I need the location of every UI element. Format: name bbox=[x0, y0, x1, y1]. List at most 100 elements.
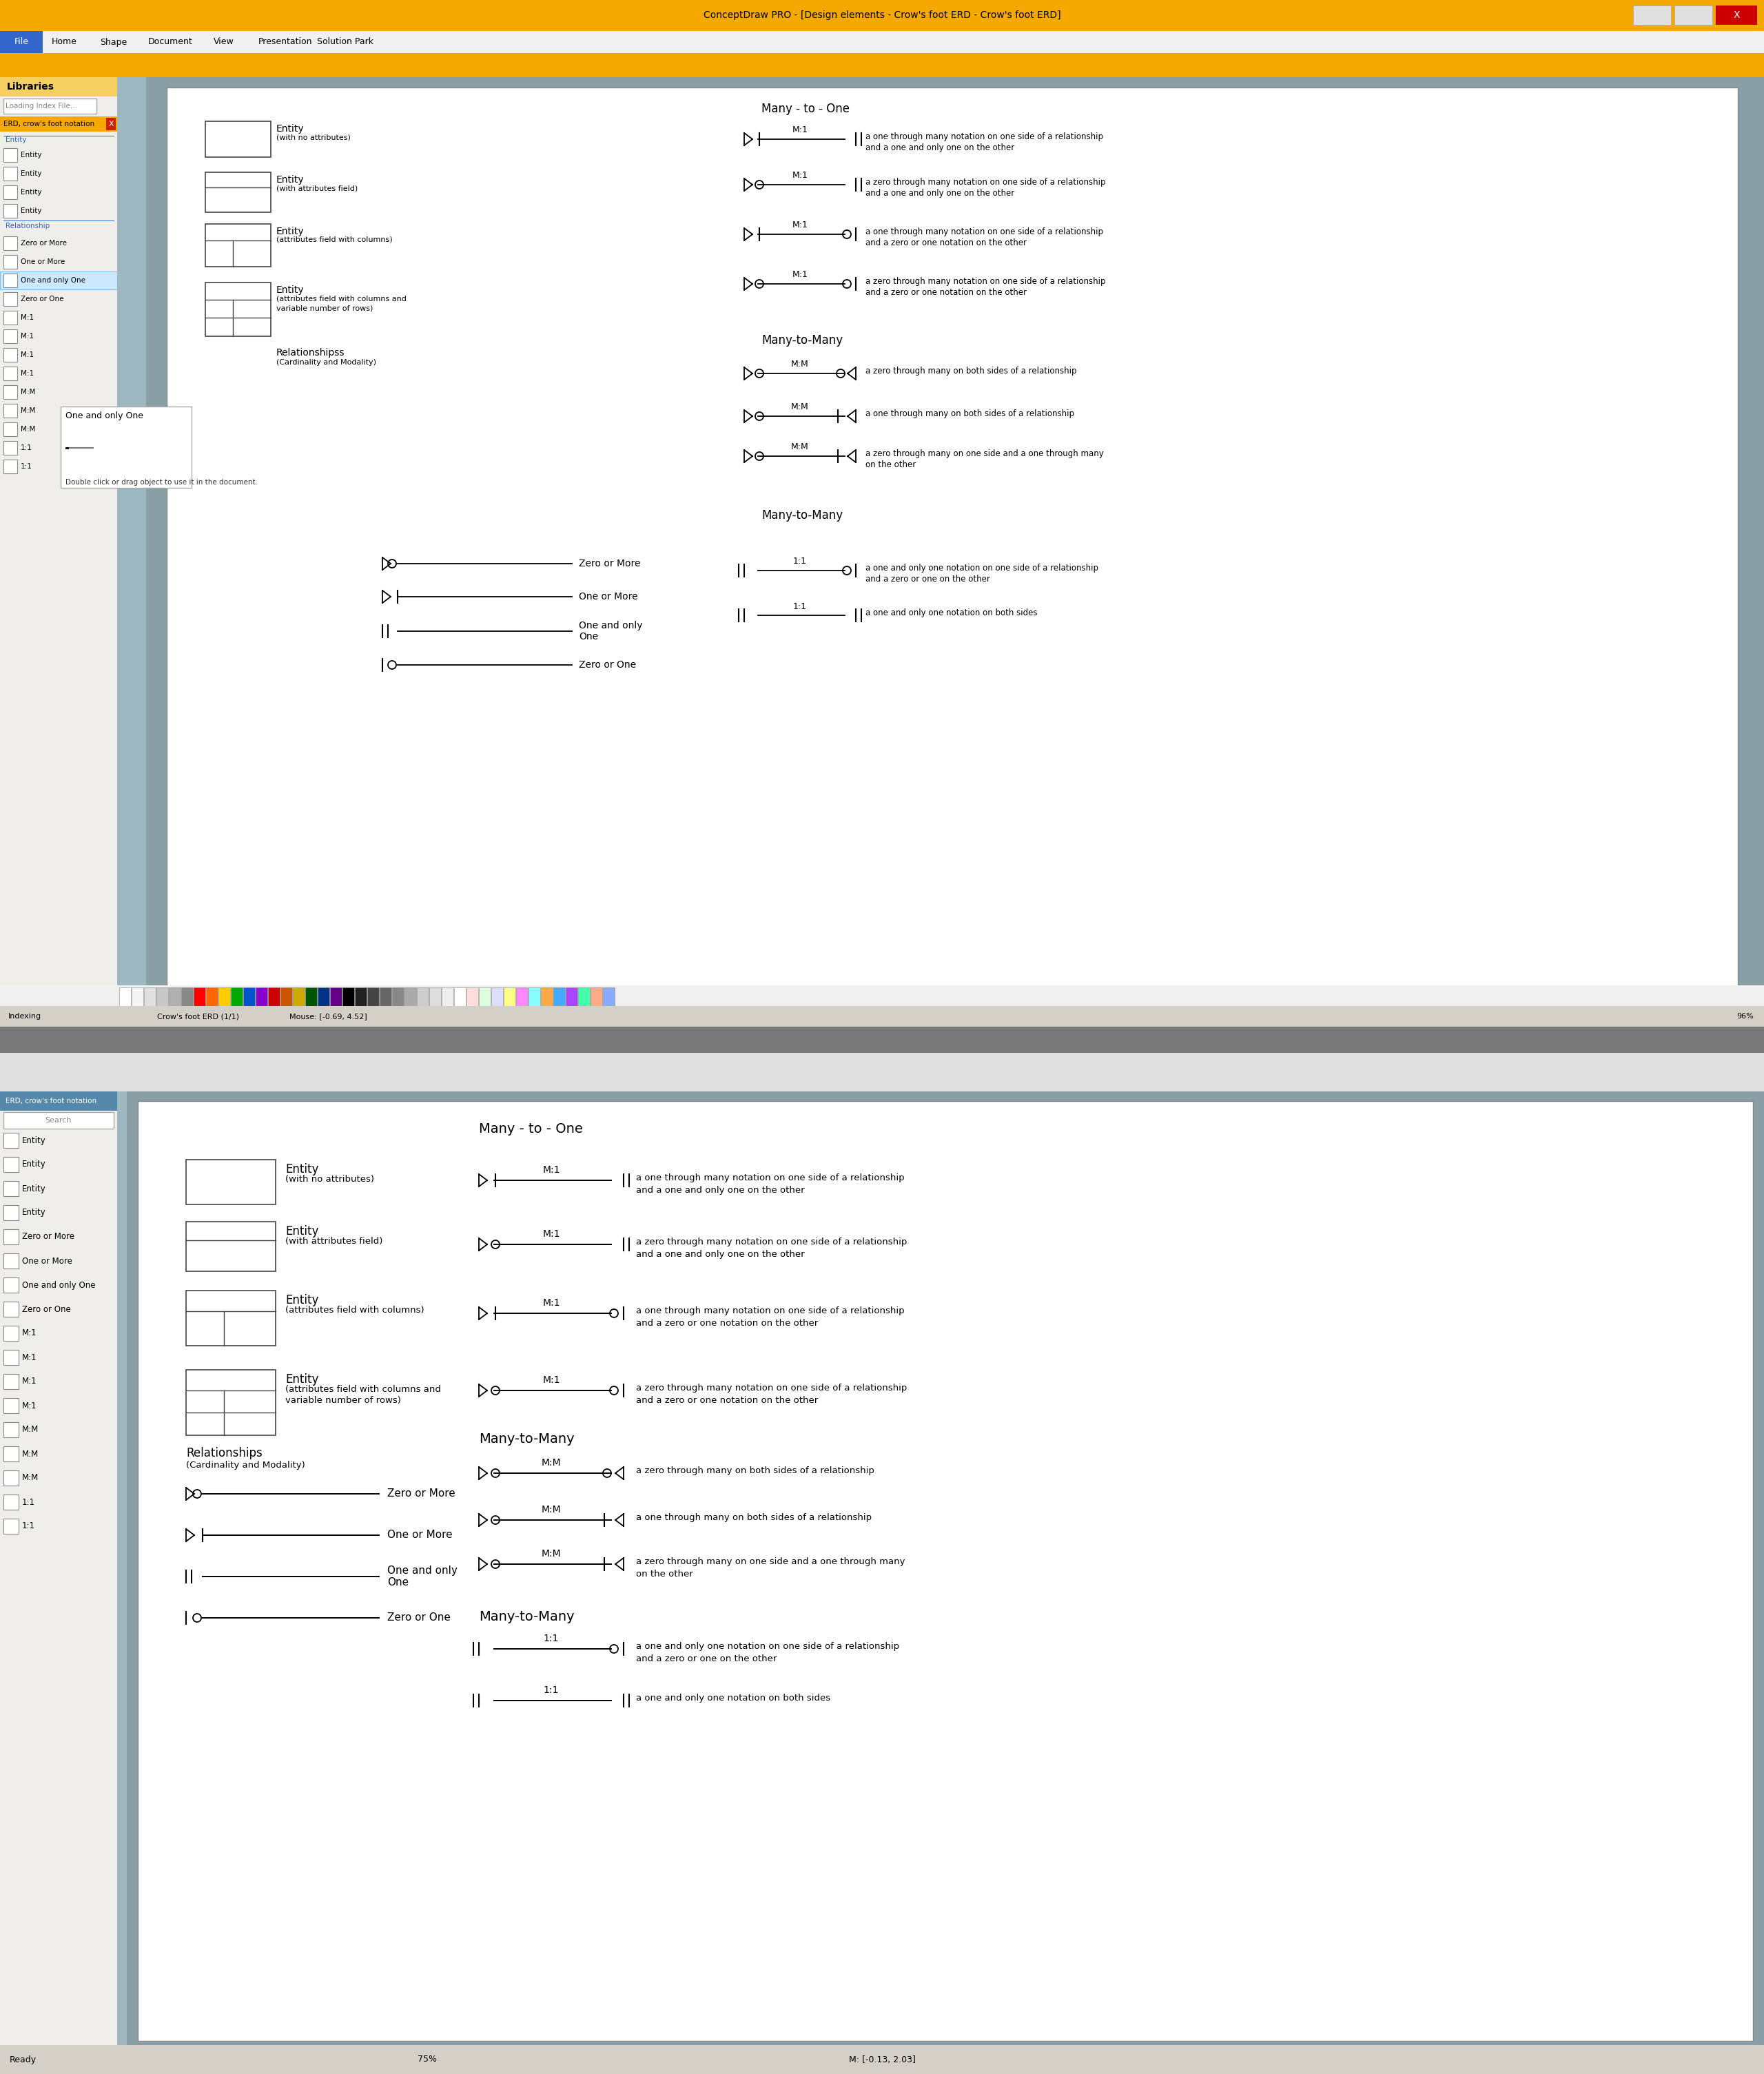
Text: Relationships: Relationships bbox=[185, 1448, 263, 1460]
Bar bbox=[591, 987, 602, 1006]
Text: (with attributes field): (with attributes field) bbox=[277, 185, 358, 191]
Bar bbox=[342, 987, 355, 1006]
Bar bbox=[0, 31, 42, 54]
Bar bbox=[1633, 6, 1671, 25]
Bar bbox=[182, 987, 192, 1006]
Bar bbox=[0, 1091, 116, 1112]
Text: M:1: M:1 bbox=[21, 313, 34, 321]
Text: Many-to-Many: Many-to-Many bbox=[478, 1433, 575, 1446]
Text: Entity: Entity bbox=[21, 1184, 46, 1193]
Text: Zero or One: Zero or One bbox=[388, 1614, 450, 1624]
Text: One or More: One or More bbox=[388, 1531, 452, 1541]
Bar bbox=[4, 255, 18, 270]
Text: (attributes field with columns): (attributes field with columns) bbox=[286, 1307, 423, 1315]
Text: a zero through many notation on one side of a relationship: a zero through many notation on one side… bbox=[866, 278, 1106, 286]
Text: M: [-0.13, 2.03]: M: [-0.13, 2.03] bbox=[848, 2055, 916, 2064]
Bar bbox=[0, 77, 116, 1027]
Bar bbox=[4, 1112, 113, 1128]
Bar bbox=[0, 272, 116, 290]
Text: Solution Park: Solution Park bbox=[318, 37, 374, 46]
Bar bbox=[441, 987, 453, 1006]
Text: (with no attributes): (with no attributes) bbox=[277, 133, 351, 141]
Text: Entity: Entity bbox=[21, 189, 42, 195]
Bar bbox=[185, 1222, 275, 1271]
Text: Entity: Entity bbox=[286, 1373, 319, 1385]
Text: 1:1: 1:1 bbox=[21, 1522, 35, 1531]
Text: 1:1: 1:1 bbox=[543, 1634, 559, 1643]
Text: 96%: 96% bbox=[1736, 1012, 1753, 1020]
Text: Crow's foot ERD (1/1): Crow's foot ERD (1/1) bbox=[157, 1012, 240, 1020]
Bar bbox=[0, 1054, 1764, 1072]
Text: One or More: One or More bbox=[21, 1257, 72, 1265]
Bar bbox=[106, 118, 116, 131]
Bar bbox=[0, 1091, 116, 2045]
Bar bbox=[120, 987, 131, 1006]
Bar bbox=[4, 185, 18, 199]
Bar bbox=[367, 987, 379, 1006]
Text: X: X bbox=[108, 120, 113, 127]
Bar bbox=[4, 292, 18, 307]
Text: Entity: Entity bbox=[277, 124, 305, 133]
Bar bbox=[0, 1027, 1764, 1054]
Text: and a zero or one notation on the other: and a zero or one notation on the other bbox=[866, 239, 1027, 247]
Bar bbox=[603, 987, 614, 1006]
Text: Entity: Entity bbox=[21, 170, 42, 176]
Text: a zero through many notation on one side of a relationship: a zero through many notation on one side… bbox=[866, 178, 1106, 187]
Text: a zero through many notation on one side of a relationship: a zero through many notation on one side… bbox=[637, 1238, 907, 1246]
Text: M:M: M:M bbox=[542, 1506, 561, 1514]
Bar bbox=[505, 987, 515, 1006]
Bar bbox=[4, 1180, 19, 1197]
Text: Ready: Ready bbox=[9, 2055, 37, 2064]
Text: 1:1: 1:1 bbox=[543, 1686, 559, 1694]
Bar bbox=[4, 1446, 19, 1462]
Text: and a zero or one notation on the other: and a zero or one notation on the other bbox=[637, 1319, 818, 1327]
Text: a one and only one notation on one side of a relationship: a one and only one notation on one side … bbox=[637, 1643, 900, 1651]
Bar bbox=[205, 120, 272, 158]
Text: and a zero or one on the other: and a zero or one on the other bbox=[866, 574, 990, 583]
Bar bbox=[416, 987, 429, 1006]
Bar bbox=[4, 1325, 19, 1342]
Text: 1:1: 1:1 bbox=[21, 1497, 35, 1506]
Bar bbox=[146, 77, 1764, 1027]
Text: M:M: M:M bbox=[542, 1458, 561, 1468]
Text: Shape: Shape bbox=[101, 37, 127, 46]
Bar bbox=[517, 987, 527, 1006]
Bar bbox=[379, 987, 392, 1006]
Text: File: File bbox=[14, 37, 28, 46]
Text: a one through many notation on one side of a relationship: a one through many notation on one side … bbox=[637, 1174, 905, 1182]
Text: M:1: M:1 bbox=[792, 127, 808, 135]
Text: Many - to - One: Many - to - One bbox=[478, 1122, 582, 1134]
Text: M:1: M:1 bbox=[21, 1352, 37, 1363]
Text: Home: Home bbox=[51, 37, 78, 46]
Bar bbox=[4, 147, 18, 162]
Text: M:M: M:M bbox=[790, 442, 810, 452]
Bar bbox=[4, 423, 18, 436]
Text: (attributes field with columns and: (attributes field with columns and bbox=[277, 295, 406, 303]
Bar bbox=[280, 987, 293, 1006]
Bar bbox=[60, 407, 192, 487]
Text: a one and only one notation on both sides: a one and only one notation on both side… bbox=[637, 1694, 831, 1703]
Text: 1:1: 1:1 bbox=[21, 463, 32, 471]
Text: on the other: on the other bbox=[866, 460, 916, 469]
Bar bbox=[0, 0, 1764, 31]
Text: Entity: Entity bbox=[21, 151, 42, 158]
Text: Entity: Entity bbox=[21, 1209, 46, 1217]
Text: Zero or More: Zero or More bbox=[21, 241, 67, 247]
Bar bbox=[0, 985, 1764, 1010]
Text: One and only
One: One and only One bbox=[388, 1566, 457, 1589]
Text: M:1: M:1 bbox=[21, 332, 34, 340]
Text: Entity: Entity bbox=[21, 1159, 46, 1170]
Text: (attributes field with columns and: (attributes field with columns and bbox=[286, 1385, 441, 1394]
Bar bbox=[529, 987, 540, 1006]
Text: Entity: Entity bbox=[277, 174, 305, 185]
Bar bbox=[542, 987, 552, 1006]
Bar bbox=[256, 987, 268, 1006]
Text: Double click or drag object to use it in the document.: Double click or drag object to use it in… bbox=[65, 479, 258, 485]
Bar bbox=[1674, 6, 1713, 25]
Bar bbox=[355, 987, 367, 1006]
Bar bbox=[0, 31, 1764, 54]
Bar bbox=[185, 1290, 275, 1346]
Bar bbox=[4, 1253, 19, 1269]
Bar bbox=[4, 404, 18, 417]
Text: on the other: on the other bbox=[637, 1570, 693, 1578]
